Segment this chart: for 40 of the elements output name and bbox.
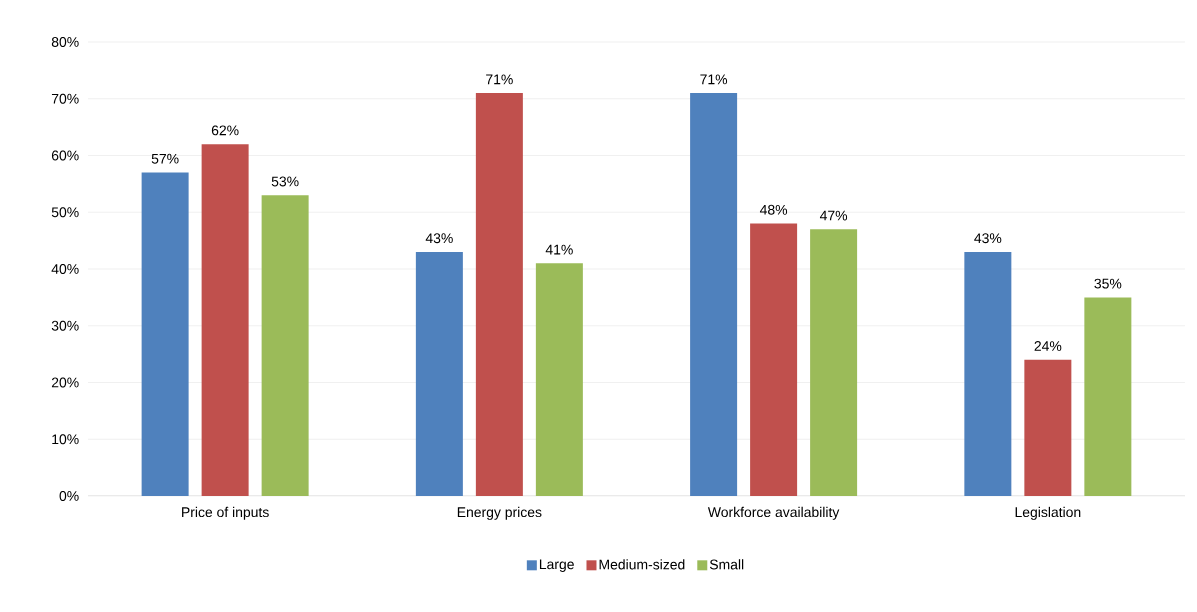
- legend-label: Small: [709, 559, 744, 570]
- y-tick-label: 0%: [59, 491, 79, 501]
- y-tick-label: 20%: [51, 377, 79, 388]
- y-tick-label: 10%: [52, 434, 79, 445]
- bar: [535, 263, 583, 496]
- bar: [964, 251, 1012, 496]
- bar: [415, 251, 463, 496]
- bar: [810, 229, 858, 496]
- bar: [690, 93, 738, 496]
- data-label: 48%: [759, 204, 788, 215]
- bar: [475, 93, 523, 496]
- data-label: 71%: [486, 74, 513, 85]
- y-tick-label: 60%: [51, 150, 79, 161]
- data-label: 24%: [1034, 341, 1062, 351]
- y-tick-label: 70%: [51, 93, 79, 104]
- data-label: 35%: [1094, 278, 1122, 289]
- data-label: 71%: [700, 74, 728, 85]
- data-label: 43%: [425, 233, 453, 244]
- bar: [261, 195, 309, 496]
- y-tick-label: 80%: [51, 37, 79, 47]
- bar: [1024, 359, 1072, 496]
- y-tick-label: 30%: [51, 320, 79, 331]
- y-tick-label: 50%: [51, 207, 79, 218]
- x-tick-label: Price of inputs: [182, 506, 269, 520]
- x-tick-label: Workforce availability: [707, 506, 840, 520]
- bar: [750, 223, 798, 496]
- x-tick-label: Energy prices: [457, 506, 542, 520]
- data-label: 53%: [271, 176, 299, 187]
- bar: [1084, 297, 1132, 496]
- y-tick-label: 40%: [51, 264, 79, 274]
- data-label: 57%: [151, 153, 179, 164]
- legend-label: Large: [539, 559, 574, 572]
- data-label: 62%: [211, 125, 239, 136]
- data-label: 47%: [819, 210, 848, 221]
- legend-label: Medium-sized: [599, 559, 685, 570]
- data-label: 43%: [974, 233, 1002, 244]
- data-label: 41%: [545, 244, 573, 255]
- x-tick-label: Legislation: [1015, 506, 1081, 520]
- bar: [141, 172, 189, 496]
- bar: [201, 144, 249, 496]
